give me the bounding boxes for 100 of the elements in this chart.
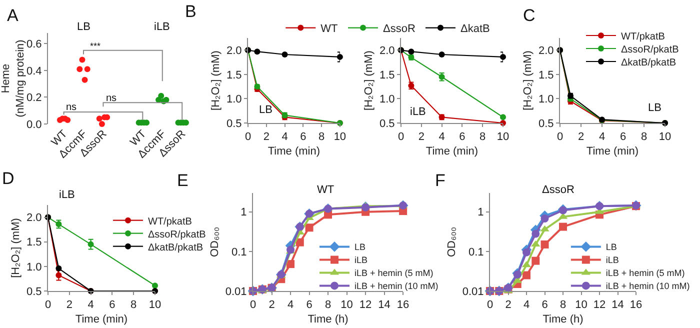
y-axis-title: [H₂O₂] (mM) [522,50,534,110]
annotation: ns [66,102,77,113]
y-tick-label: 1.0 [380,94,395,106]
y-axis-title: OD₆₀₀ [446,226,458,258]
legend-label: WT [320,23,338,36]
legend-label: LB [606,242,617,252]
text: F [435,171,446,190]
x-axis-title: Time (h) [542,313,584,326]
legend-label: iLB + hemin (5 mM) [606,268,685,278]
legend-label: LB [354,242,366,252]
y-tick-label: 0.1 [468,246,484,258]
y-tick-label: 0.5 [26,286,42,298]
text: LB [77,21,90,33]
y-axis-title: OD₆₀₀ [209,226,222,258]
y-tick-label: 0.2 [26,92,42,104]
y-tick-label: 0.01 [225,286,247,298]
legend-label: iLB + hemin (5 mM) [354,268,434,278]
y-tick-label: 0.5 [380,118,395,130]
x-axis-title: Time (h) [308,313,348,326]
x-tick-label: 8 [640,131,648,144]
y-tick-label: 0.1 [232,246,247,258]
x-tick-label: 10 [575,299,588,312]
y-axis-title: Heme (nM/mg protein) [0,40,26,118]
text: D [2,169,14,188]
legend-label: ΔssoR/pkatB [621,44,680,56]
x-tick-label: 2 [66,299,72,312]
y-axis-title: [H₂O₂] (mM) [210,50,222,110]
y-tick-label: 0.5 [226,118,242,130]
x-tick-label: 4 [282,131,288,144]
x-tick-label: 8 [480,131,486,144]
x-tick-label: 8 [318,131,325,144]
x-tick-label: 14 [378,299,390,312]
y-tick-label: 2.0 [380,44,395,57]
annotation: LB [259,104,272,116]
x-tick-label: 6 [300,131,306,144]
x-tick-label: 12 [593,299,606,312]
x-tick-label: 8 [324,299,332,312]
x-tick-label: 0 [398,131,404,144]
y-axis-title: [H₂O₂] (mM) [10,218,22,278]
y-tick-label: 1 [478,206,484,219]
legend-label: ΔssoR [383,23,416,36]
x-tick-label: 0 [250,299,256,312]
x-axis-title: Time (min) [586,145,639,158]
x-tick-label: 6 [542,299,548,312]
x-tick-label: 4 [598,131,606,144]
x-tick-label: 8 [560,299,566,312]
y-tick-label: 0.01 [462,286,484,298]
y-tick-label: 2.0 [226,44,242,57]
y-tick-label: 0.4 [26,65,42,78]
x-tick-label: 2 [505,299,512,312]
x-tick-label: 4 [287,299,294,312]
y-tick-label: 0.6 [26,38,42,51]
text: iLB [59,189,75,201]
annotation: ns [106,93,117,104]
x-tick-label: 4 [438,131,445,144]
y-tick-label: 0.0 [26,118,42,131]
text: iLB [154,21,170,33]
text: B [185,2,196,21]
x-tick-label: 2 [263,131,270,144]
x-tick-label: 14 [612,299,624,312]
y-tick-label: 1 [240,206,247,219]
y-tick-label: 1.0 [26,261,42,274]
x-tick-label: 6 [620,131,626,144]
y-tick-label: 0.5 [538,118,554,130]
x-tick-label: 0 [244,131,252,144]
annotation: ΔssoR [542,184,574,196]
annotation: *** [90,41,102,51]
x-tick-label: 8 [130,299,137,312]
legend-label: ΔkatB [460,23,490,36]
legend-label: iLB + hemin (10 mM) [606,281,690,292]
x-axis-title: Time (min) [75,313,128,326]
annotation: LB [648,102,662,114]
x-tick-label: 0 [486,299,494,312]
y-tick-label: 1.0 [226,94,242,106]
x-tick-label: 2 [268,299,275,312]
x-tick-label: 4 [523,299,530,312]
x-tick-label: 10 [496,131,510,144]
x-tick-label: 12 [359,299,372,312]
legend-label: ΔkatB/pkatB [621,57,676,68]
text: C [523,6,536,25]
legend-label: ΔssoR/pkatB [148,229,206,240]
y-tick-label: 1.0 [538,94,554,106]
legend-label: iLB [606,255,619,266]
x-tick-label: 4 [88,299,94,312]
y-tick-label: 1.5 [538,69,554,82]
x-tick-label: 2 [418,131,424,144]
text: A [7,6,19,25]
x-tick-label: 0 [44,299,52,312]
x-tick-label: 6 [306,299,312,312]
x-tick-label: 16 [630,299,642,312]
y-axis-title: [H₂O₂] (mM) [363,50,376,110]
x-tick-label: 10 [658,131,672,144]
annotation: WT [317,184,334,196]
legend-label: WT/pkatB [148,216,192,228]
legend-label: iLB + hemin (10 mM) [354,281,438,292]
y-tick-label: 1.5 [226,69,242,82]
y-tick-label: 2.0 [26,212,42,224]
legend-label: iLB [354,255,368,266]
legend-label: ΔkatB/pkatB [148,242,204,254]
annotation: iLB [410,106,426,118]
